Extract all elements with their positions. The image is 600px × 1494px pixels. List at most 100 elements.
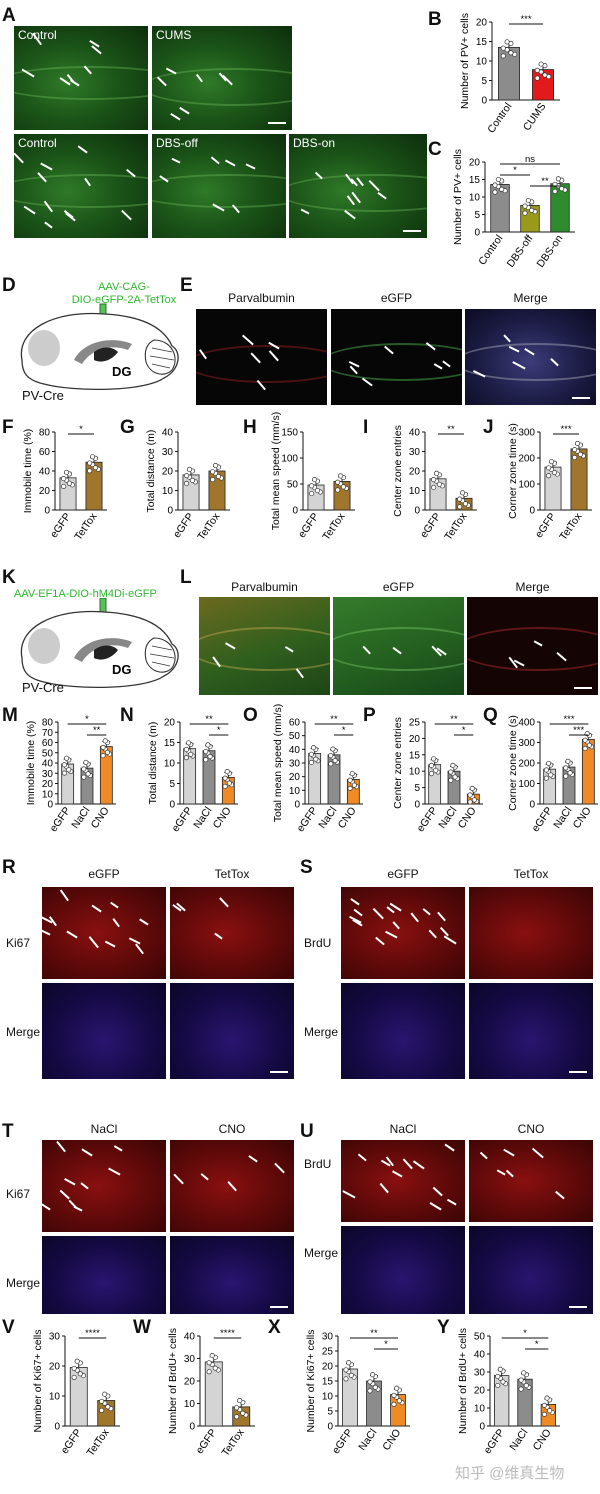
chart-f-data-point: [87, 468, 93, 474]
chart-o-tick-label: 10: [289, 786, 301, 797]
chart-x-category-label: CNO: [380, 1427, 403, 1453]
chart-m-data-point: [66, 767, 72, 773]
chart-v-data-point: [77, 1371, 83, 1377]
chart-b-tick-label: 5: [481, 76, 487, 87]
chart-i-data-point: [462, 501, 469, 507]
chart-p-data-point: [450, 762, 456, 769]
chart-j-category-label: TetTox: [557, 510, 585, 542]
chart-y-data-point: [500, 1379, 506, 1385]
chart-j-data-point: [546, 473, 552, 479]
chart-j-tick-label: 200: [518, 454, 535, 465]
chart-h-data-point: [340, 484, 347, 490]
chart-g-data-point: [184, 473, 190, 479]
chart-n-sig-label: *: [217, 725, 221, 736]
chart-o-data-point: [311, 745, 317, 751]
chart-j-tick-label: 0: [529, 506, 535, 517]
chart-m-data-point: [102, 738, 108, 744]
chart-f-data-point: [89, 454, 96, 460]
chart-b-category-label: Control: [485, 101, 514, 136]
chart-v-tick-label: 30: [49, 1332, 61, 1343]
panel-k-mouse-label: PV-Cre: [22, 680, 64, 695]
micrograph-e-merge: [465, 309, 596, 405]
chart-c-data-point: [522, 203, 528, 209]
chart-o-data-point: [332, 757, 338, 764]
chart-y-category-label: CNO: [531, 1427, 554, 1453]
chart-f-tick-label: 0: [44, 506, 50, 517]
chart-x-sig-label: *: [384, 1339, 388, 1350]
chart-q-data-point: [586, 742, 592, 748]
panel-r-header-1: eGFP: [88, 867, 120, 881]
chart-w-data-point: [206, 1369, 212, 1375]
chart-i-tick-label: 0: [414, 506, 420, 517]
chart-o-ylabel: Total mean speed (mm/s): [272, 704, 284, 822]
chart-o-tick-label: 0: [294, 800, 300, 811]
chart-g-ylabel: Total distance (m): [145, 430, 157, 513]
micrograph-e-egfp: [331, 309, 462, 405]
chart-m-data-point: [61, 762, 67, 768]
chart-h-data-point: [309, 491, 315, 497]
chart-j-data-point: [548, 459, 555, 465]
chart-c-sig-label: *: [513, 165, 517, 176]
chart-p-tick-label: 15: [409, 750, 421, 761]
panel-r-header-2: TetTox: [214, 867, 250, 881]
chart-q-data-point: [548, 772, 554, 778]
chart-v-data-point: [74, 1358, 80, 1364]
micrograph-a-control: Control: [14, 26, 148, 130]
chart-w-data-point: [237, 1398, 243, 1404]
chart-y-tick-label: 40: [474, 1350, 486, 1361]
chart-w-ylabel: Number of BrdU+ cells: [167, 1328, 179, 1434]
panel-letter-v: V: [2, 1317, 15, 1338]
chart-y-category-label: NaCl: [507, 1427, 530, 1453]
panel-letter-f: F: [2, 417, 14, 438]
micrograph-r-tettox-merge: [170, 983, 294, 1079]
chart-v-data-point: [99, 1407, 105, 1413]
chart-w-category-label: TetTox: [219, 1426, 247, 1458]
chart-x-tick-label: 30: [322, 1332, 334, 1343]
chart-x-category-label: NaCl: [356, 1427, 379, 1453]
panel-letter-p: P: [363, 705, 376, 726]
chart-c-ylabel: Number of PV+ cells: [452, 149, 464, 245]
chart-g-data-point: [210, 477, 216, 483]
chart-x-data-point: [394, 1385, 400, 1391]
chart-i-data-point: [431, 484, 437, 490]
chart-m-tick-label: 30: [42, 769, 54, 780]
chart-h-category-label: TetTox: [320, 510, 348, 542]
chart-b-ylabel: Number of PV+ cells: [459, 13, 471, 109]
scale-bar: [403, 230, 421, 232]
chart-q-category-label: CNO: [571, 805, 594, 831]
chart-h-tick-label: 100: [281, 454, 298, 465]
chart-i-tick-label: 40: [409, 428, 421, 439]
chart-y-data-point: [544, 1395, 550, 1401]
panel-s-header-2: TetTox: [513, 867, 549, 881]
chart-i-category-label: eGFP: [418, 511, 444, 540]
chart-q-tick-label: 100: [518, 779, 535, 790]
chart-q-sig-label: ***: [573, 725, 584, 736]
chart-v-category-label: TetTox: [84, 1426, 112, 1458]
chart-x-tick-label: 5: [327, 1407, 333, 1418]
micrograph-a-dbs-on: DBS-on: [289, 134, 427, 238]
chart-v-data-point: [105, 1404, 111, 1410]
chart-o-tick-label: 30: [289, 759, 301, 770]
scale-bar: [572, 397, 590, 399]
chart-o-data-point: [308, 759, 314, 766]
chart-q-data-point: [543, 775, 549, 781]
micrograph-u-nacl-merge: [341, 1226, 465, 1314]
chart-p-tick-label: 5: [414, 783, 420, 794]
panel-d-mouse-label: PV-Cre: [22, 388, 64, 403]
chart-n-tick-label: 15: [164, 738, 176, 749]
hippocampus-area: [74, 638, 132, 662]
chart-g-tick-label: 10: [162, 486, 174, 497]
panel-d-brain-schematic: DG: [20, 303, 179, 391]
chart-n-sig-label: **: [205, 714, 213, 725]
chart-j-tick-label: 300: [518, 428, 535, 439]
chart-p-tick-label: 25: [409, 718, 421, 729]
micrograph-u-nacl-brdu: [341, 1140, 465, 1222]
panel-s-row1-label: BrdU: [304, 936, 332, 950]
chart-f-tick-label: 40: [39, 467, 51, 478]
panel-letter-w: W: [133, 1317, 151, 1338]
chart-c-tick-label: 5: [474, 210, 480, 221]
chart-p-data-point: [431, 756, 437, 762]
chart-c-tick-label: 20: [469, 158, 481, 169]
panel-letter-b: B: [428, 9, 442, 30]
chart-q-data-point: [546, 760, 552, 766]
